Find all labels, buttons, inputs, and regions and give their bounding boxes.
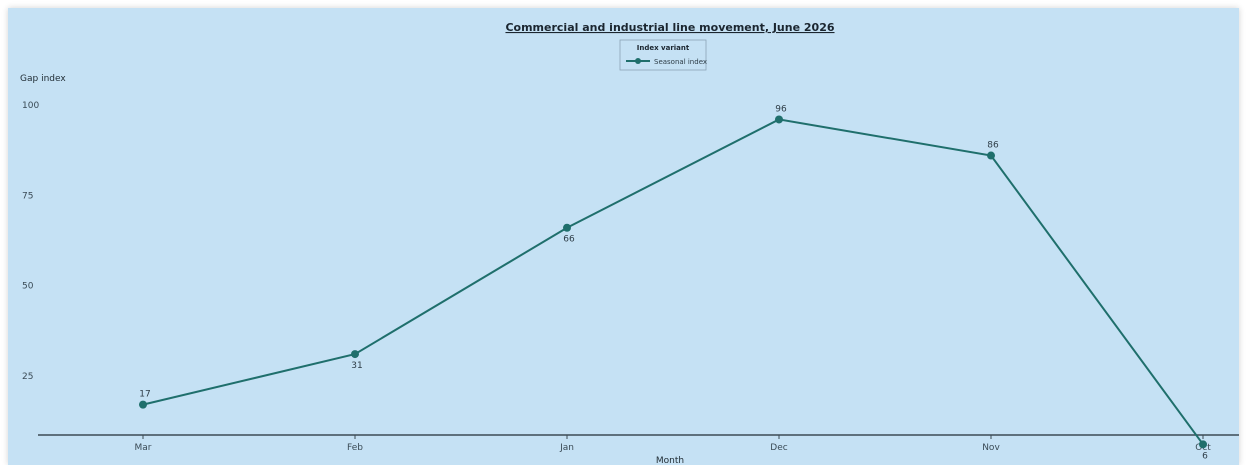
x-tick-label: Feb bbox=[347, 443, 363, 453]
x-axis-title: Month bbox=[656, 456, 684, 465]
line-chart: Commercial and industrial line movement,… bbox=[20, 21, 1239, 465]
x-tick-label: Jan bbox=[559, 443, 574, 453]
chart-card: Commercial and industrial line movement,… bbox=[8, 8, 1239, 465]
y-tick-label: 75 bbox=[22, 191, 33, 201]
legend-box bbox=[619, 39, 707, 71]
y-axis-title: Gap index bbox=[20, 74, 66, 84]
legend-series-label: Seasonal index bbox=[654, 58, 707, 66]
y-tick-label: 50 bbox=[22, 282, 34, 292]
legend-title: Index variant bbox=[637, 44, 690, 52]
data-point bbox=[139, 400, 147, 409]
data-point bbox=[351, 350, 359, 359]
series-line bbox=[142, 118, 1204, 445]
x-tick-label: Nov bbox=[982, 443, 1000, 453]
data-point bbox=[563, 223, 571, 232]
x-tick-label: Dec bbox=[770, 443, 787, 453]
data-label: 66 bbox=[563, 235, 575, 245]
legend-swatch-marker bbox=[635, 58, 641, 64]
series-layer: 17 31 66 96 86 6 bbox=[139, 104, 1208, 461]
data-point bbox=[1199, 440, 1207, 449]
y-tick-label: 100 bbox=[22, 101, 39, 111]
data-label: 86 bbox=[987, 141, 999, 151]
data-label: 17 bbox=[139, 390, 150, 400]
y-tick-labels: 25 50 75 100 bbox=[22, 101, 39, 382]
data-label: 31 bbox=[351, 361, 362, 371]
y-tick-label: 25 bbox=[22, 372, 33, 382]
data-point bbox=[775, 115, 783, 124]
x-tick-label: Mar bbox=[135, 443, 152, 453]
data-point bbox=[987, 151, 995, 160]
legend: Index variant Seasonal index bbox=[619, 39, 707, 71]
chart-title: Commercial and industrial line movement,… bbox=[505, 21, 834, 34]
x-tick-labels: MarFebJanDecNovOct bbox=[135, 435, 1211, 453]
data-label: 6 bbox=[1202, 451, 1208, 461]
data-label: 96 bbox=[775, 104, 787, 114]
